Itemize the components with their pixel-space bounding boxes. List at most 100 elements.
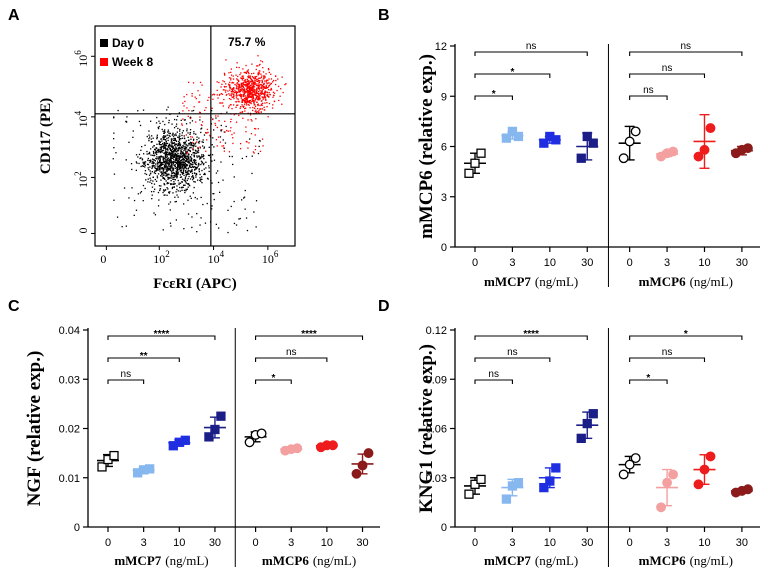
event-dot [253,101,255,103]
event-dot [175,147,177,149]
y-tick-label: 102 [73,171,90,188]
event-dot [181,148,183,150]
event-dot [197,163,200,165]
event-dot [257,85,259,87]
quadrant-percentage: 75.7 % [228,35,266,49]
event-dot [174,183,176,185]
event-dot [156,136,158,138]
event-dot [256,95,258,98]
event-dot [187,152,189,154]
event-dot [193,133,195,135]
event-dot [181,189,183,191]
event-dot [181,165,183,167]
event-dot [182,162,185,164]
series-10-mmcp6 [693,451,716,490]
series-10-mmcp7 [538,131,561,148]
event-dot [159,143,161,146]
data-point [662,477,673,488]
event-dot [241,157,243,160]
event-dot [216,94,218,96]
event-dot [163,167,166,169]
event-dot [248,142,250,144]
event-dot [174,148,176,150]
event-dot [151,186,154,188]
event-dot [219,191,221,193]
event-dot [223,85,226,88]
event-dot [144,164,146,166]
event-dot [247,100,250,103]
event-dot [242,82,244,85]
event-dot [237,104,239,106]
bracket-line [474,379,513,384]
event-dot [173,155,175,157]
event-dot [161,175,163,177]
series-30-mmcp6 [730,143,753,159]
event-dot [227,130,229,132]
event-dot [184,147,186,149]
event-dot [191,171,193,173]
event-dot [250,96,252,99]
event-dot [159,161,161,164]
event-dot [230,71,232,73]
event-dot [150,159,152,161]
event-dot [139,124,142,127]
event-dot [176,161,178,163]
event-dot [174,167,177,169]
event-dot [245,155,248,158]
event-dot [173,142,176,144]
event-dot [248,81,250,83]
event-dot [249,114,252,116]
event-dot [166,142,169,145]
event-dot [243,90,245,92]
event-dot [187,139,190,141]
event-dot [259,63,261,66]
event-dot [201,169,203,172]
legend-swatch [100,39,108,47]
event-dot [186,107,188,109]
event-dot [228,155,231,158]
event-dot [242,105,244,107]
event-dot [156,134,158,136]
event-dot [191,148,194,150]
event-dot [178,146,180,148]
population-week-8 [181,55,287,154]
event-dot [193,155,195,157]
event-dot [247,75,250,77]
event-dot [225,125,227,128]
event-dot [195,121,197,123]
event-dot [144,161,147,163]
event-dot [167,157,170,159]
event-dot [175,171,178,173]
event-dot [170,177,172,179]
event-dot [190,136,192,138]
event-dot [182,186,184,188]
data-point [513,131,524,142]
event-dot [245,140,247,143]
event-dot [181,181,183,183]
event-dot [199,173,201,176]
event-dot [255,83,257,85]
event-dot [189,185,191,187]
event-dot [168,134,170,137]
event-dot [166,170,168,173]
event-dot [183,145,185,148]
event-dot [253,102,255,104]
event-dot [238,90,240,92]
event-dot [174,148,177,151]
event-dot [156,162,158,164]
event-dot [268,71,270,74]
event-dot [256,78,258,80]
event-dot [244,81,247,83]
event-dot [199,179,201,182]
x-tick-label: 3 [509,537,515,549]
event-dot [247,85,249,87]
event-dot [197,165,199,167]
event-dot [162,173,164,175]
event-dot [237,75,239,78]
event-dot [140,157,142,159]
event-dot [255,118,257,120]
event-dot [264,102,266,104]
data-point [582,418,592,429]
event-dot [205,132,207,134]
event-dot [206,139,208,141]
